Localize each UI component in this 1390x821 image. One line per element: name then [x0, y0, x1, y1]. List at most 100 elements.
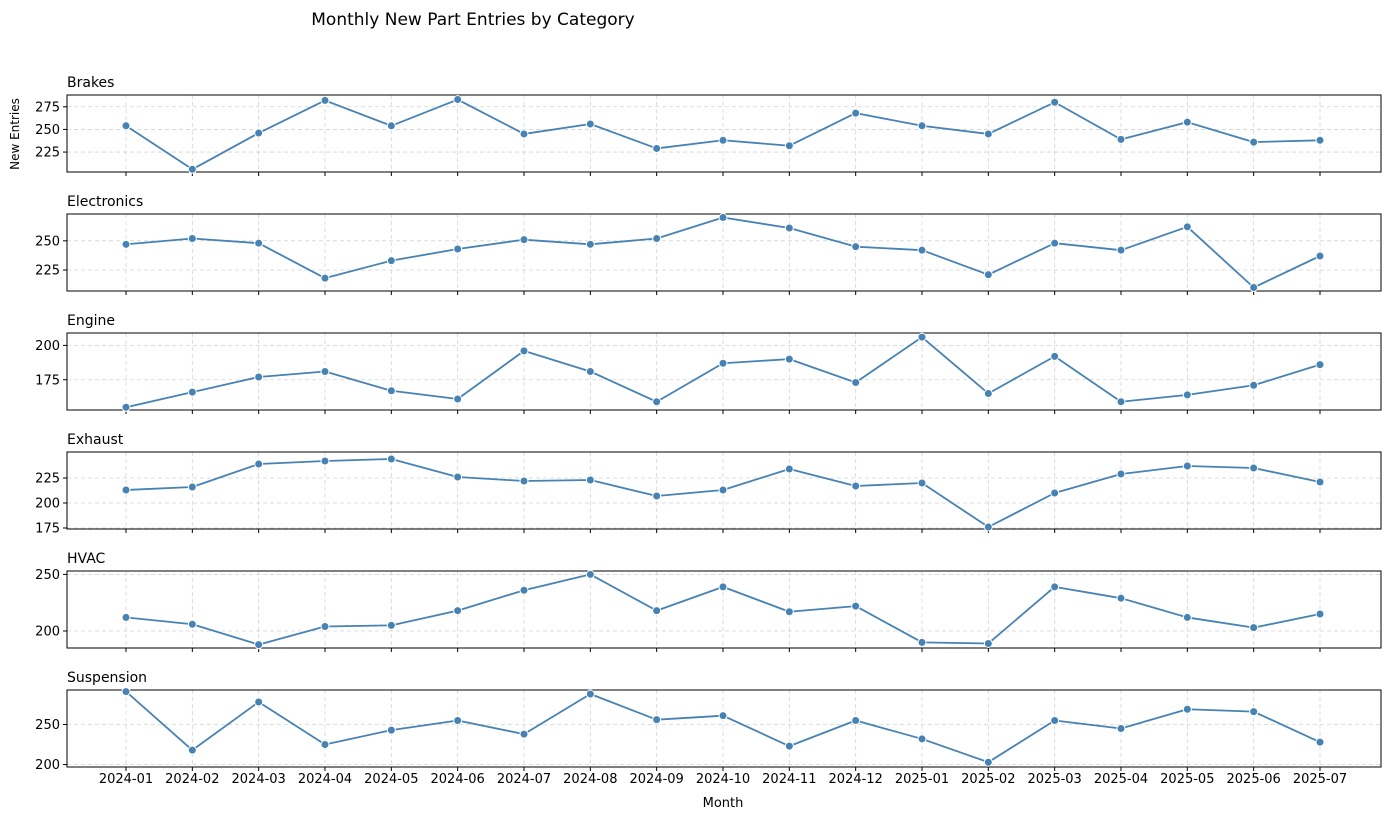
- data-point: [1182, 390, 1192, 400]
- panel-suspension: Suspension 200 250: [35, 670, 1382, 773]
- data-point: [851, 242, 861, 252]
- x-axis-label: Month: [703, 796, 744, 811]
- data-point: [652, 715, 662, 725]
- data-point: [983, 757, 993, 767]
- data-point: [585, 689, 595, 699]
- panel-hvac: HVAC 200 250: [35, 551, 1382, 652]
- data-point: [320, 95, 330, 105]
- data-point: [718, 213, 728, 222]
- data-point: [320, 367, 330, 376]
- data-point: [1050, 238, 1060, 248]
- y-tick-label: 225: [35, 264, 60, 279]
- data-point: [254, 459, 264, 469]
- data-point: [917, 734, 927, 744]
- data-point: [1249, 380, 1259, 390]
- data-point: [1116, 593, 1126, 603]
- x-tick-label: 2025-02: [961, 772, 1015, 787]
- data-point: [851, 481, 861, 491]
- data-point: [718, 711, 728, 721]
- data-point: [386, 454, 396, 464]
- axes-frame: [66, 689, 1382, 768]
- data-point: [320, 740, 330, 750]
- data-point: [1050, 582, 1060, 592]
- data-point: [121, 485, 131, 495]
- data-point: [1116, 469, 1126, 479]
- data-point: [585, 119, 595, 129]
- data-point: [187, 745, 197, 755]
- x-tick-label: 2024-05: [364, 772, 418, 787]
- data-point: [1315, 609, 1325, 619]
- data-point: [784, 741, 794, 751]
- panels: Brakes 225 250 275 Electronics 225 250 Engine 17…: [35, 75, 1382, 787]
- y-tick-label: 250: [35, 234, 60, 249]
- y-tick-label: 175: [35, 373, 60, 388]
- data-point: [652, 606, 662, 616]
- data-point: [386, 725, 396, 735]
- data-point: [585, 569, 595, 579]
- data-point: [519, 129, 529, 139]
- y-tick-label: 200: [35, 339, 60, 354]
- y-tick-label: 250: [35, 568, 60, 583]
- data-point: [1182, 704, 1192, 714]
- data-point: [917, 478, 927, 488]
- data-point: [917, 121, 927, 131]
- panel-brakes: Brakes 225 250 275: [35, 75, 1382, 176]
- panel-title: Exhaust: [67, 432, 124, 448]
- data-point: [1315, 477, 1325, 487]
- data-point: [519, 235, 529, 245]
- x-tick-label: 2025-05: [1160, 772, 1214, 787]
- data-point: [1249, 623, 1259, 633]
- y-tick-label: 200: [35, 625, 60, 640]
- axes-frame: [66, 94, 1382, 173]
- data-point: [121, 687, 131, 697]
- data-point: [121, 239, 131, 249]
- data-point: [851, 715, 861, 725]
- y-tick-label: 250: [35, 718, 60, 733]
- data-point: [784, 607, 794, 617]
- data-point: [187, 164, 197, 174]
- data-point: [1249, 137, 1259, 147]
- axes-frame: [66, 451, 1382, 530]
- data-point: [1249, 707, 1259, 717]
- data-point: [1315, 135, 1325, 145]
- data-point: [187, 234, 197, 243]
- data-point: [718, 582, 728, 592]
- x-tick-label: 2024-09: [630, 772, 684, 787]
- data-point: [1182, 117, 1192, 127]
- data-point: [983, 129, 993, 139]
- data-point: [453, 394, 463, 404]
- data-point: [784, 464, 794, 474]
- x-tick-label: 2024-06: [431, 772, 485, 787]
- data-point: [254, 697, 264, 707]
- data-point: [851, 108, 861, 118]
- data-point: [718, 485, 728, 495]
- data-point: [983, 270, 993, 280]
- data-point: [453, 472, 463, 482]
- data-point: [386, 386, 396, 396]
- data-point: [121, 612, 131, 622]
- y-tick-label: 200: [35, 497, 60, 512]
- x-tick-label: 2024-02: [165, 772, 219, 787]
- data-point: [1315, 251, 1325, 261]
- panel-engine: Engine 175 200: [35, 313, 1382, 414]
- data-point: [784, 141, 794, 151]
- data-point: [1182, 612, 1192, 622]
- data-point: [519, 476, 529, 486]
- data-point: [652, 397, 662, 407]
- data-point: [386, 256, 396, 266]
- panel-title: HVAC: [67, 551, 106, 567]
- data-point: [983, 638, 993, 648]
- data-point: [917, 332, 927, 342]
- y-tick-label: 225: [35, 146, 60, 161]
- data-point: [254, 238, 264, 248]
- data-point: [718, 135, 728, 145]
- y-tick-label: 275: [35, 100, 60, 115]
- data-point: [652, 234, 662, 243]
- data-point: [187, 387, 197, 397]
- data-point: [1182, 461, 1192, 471]
- data-point: [254, 372, 264, 382]
- y-tick-label: 225: [35, 472, 60, 487]
- data-point: [1050, 351, 1060, 361]
- data-point: [1116, 397, 1126, 407]
- data-point: [917, 245, 927, 255]
